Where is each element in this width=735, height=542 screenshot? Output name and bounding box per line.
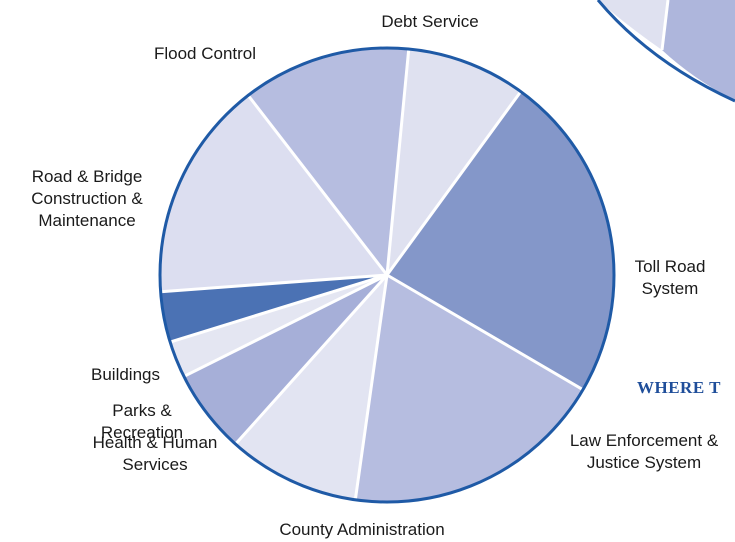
section-headline: WHERE T <box>637 378 721 397</box>
slice-divider <box>386 273 584 391</box>
second-pie-slice-mid <box>662 0 735 101</box>
pie-slice-road-and-bridge-construction-and-maintenance <box>160 95 387 292</box>
pie-slices <box>160 48 614 502</box>
slice-divider <box>169 273 388 344</box>
pie-slice-parks-and-recreation <box>170 275 387 377</box>
slice-divider <box>246 94 389 276</box>
pie-slice-debt-service <box>387 49 521 275</box>
slice-divider <box>385 90 522 276</box>
slice-divider <box>234 273 389 446</box>
slice-label-buildings: Buildings <box>91 365 160 384</box>
second-pie-partial <box>596 0 735 103</box>
slice-label-parks-and-recreation: Parks & Recreation <box>101 401 183 442</box>
slice-divider <box>353 274 389 500</box>
pie-slice-toll-road-system <box>387 91 614 390</box>
slice-label-toll-road-system: Toll Road System <box>635 257 706 298</box>
slice-divider <box>183 273 388 378</box>
slice-label-health-and-human-services: Health & Human Services <box>93 433 218 474</box>
second-pie-outline <box>596 0 735 103</box>
second-pie-divider <box>660 0 670 51</box>
pie-slice-flood-control <box>248 48 409 276</box>
pie-outline <box>158 46 616 504</box>
slice-label-flood-control: Flood Control <box>154 44 256 63</box>
second-pie-slice-light <box>598 0 668 50</box>
slice-label-road-and-bridge-construction-and-maintenance: Road & Bridge Construction & Maintenance <box>31 167 143 230</box>
slice-labels: Debt Service Toll Road System Law Enforceme… <box>31 12 719 539</box>
pie-slice-law-enforcement-and-justice-system <box>355 275 583 502</box>
slice-divider <box>160 273 388 294</box>
pie-slice-health-and-human-services <box>183 275 387 445</box>
slice-label-debt-service: Debt Service <box>381 12 478 31</box>
slice-label-county-administration: County Administration <box>279 520 444 539</box>
pie-slice-county-administration <box>235 275 387 500</box>
slice-divider <box>385 48 411 276</box>
slice-label-law-enforcement-and-justice-system: Law Enforcement & Justice System <box>570 431 719 472</box>
slice-dividers <box>160 48 584 500</box>
